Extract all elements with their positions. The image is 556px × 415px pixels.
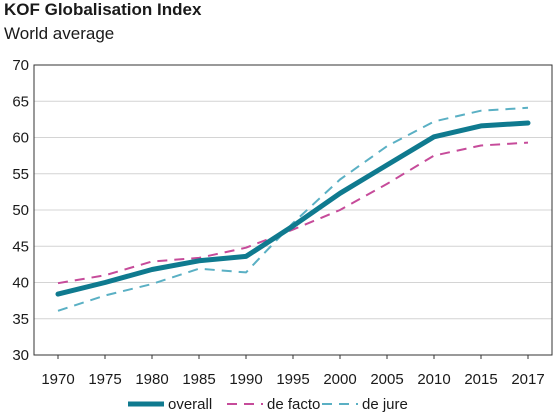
y-tick-label: 40 [12, 275, 29, 292]
y-axis-ticks: 30 35 40 45 50 55 60 65 70 [12, 57, 29, 364]
legend-label-overall: overall [168, 396, 212, 413]
y-tick-label: 60 [12, 130, 29, 147]
series-line-de-facto [57, 141, 529, 285]
y-tick-label: 30 [12, 347, 29, 364]
x-tick-label: 1975 [88, 371, 121, 388]
chart-subtitle: World average [4, 24, 115, 43]
x-tick-label: 1990 [229, 371, 262, 388]
y-tick-label: 55 [12, 166, 29, 183]
y-tick-label: 35 [12, 311, 29, 328]
x-tick-label: 1980 [135, 371, 168, 388]
x-tick-label: 1995 [276, 371, 309, 388]
x-tick-label: 1970 [41, 371, 74, 388]
x-tick-label: 2017 [511, 371, 544, 388]
chart-title: KOF Globalisation Index [4, 0, 202, 19]
y-tick-label: 50 [12, 202, 29, 219]
series-line-overall [55, 120, 531, 297]
series-line-de-jure [57, 106, 529, 312]
x-tick-label: 2010 [417, 371, 450, 388]
legend-label-de-jure: de jure [362, 396, 408, 413]
gridlines [34, 100, 552, 320]
x-tick-label: 2000 [323, 371, 356, 388]
x-tick-label: 1985 [182, 371, 215, 388]
y-tick-label: 70 [12, 57, 29, 74]
x-tick-label: 2015 [464, 371, 497, 388]
y-tick-label: 65 [12, 93, 29, 110]
legend: overall de facto de jure [128, 396, 408, 413]
y-tick-label: 45 [12, 238, 29, 255]
series-lines [55, 106, 531, 312]
x-tick-label: 2005 [370, 371, 403, 388]
legend-label-de-facto: de facto [267, 396, 320, 413]
x-axis-ticks: 1970 1975 1980 1985 1990 1995 2000 2005 2010 2015… [41, 355, 545, 388]
